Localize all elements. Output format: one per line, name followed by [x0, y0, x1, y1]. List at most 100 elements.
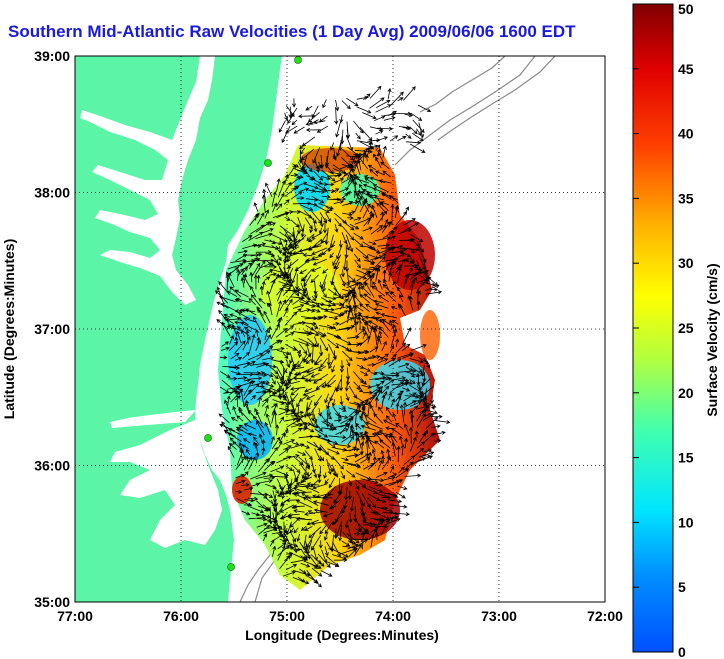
velocity-arrow [314, 435, 332, 443]
velocity-arrow [299, 568, 307, 574]
velocity-arrow [256, 479, 273, 484]
velocity-arrow [290, 388, 300, 396]
velocity-arrow [289, 386, 306, 391]
velocity-arrow [396, 249, 404, 254]
velocity-arrow [412, 265, 420, 270]
velocity-arrow [381, 455, 386, 464]
colorbar-tick-label: 50 [678, 1, 694, 17]
velocity-arrow [250, 395, 256, 401]
x-axis-label: Longitude (Degrees:Minutes) [245, 627, 439, 643]
velocity-arrow [340, 470, 346, 480]
velocity-arrow [367, 457, 381, 470]
velocity-arrow [292, 304, 305, 309]
velocity-arrow [276, 455, 292, 464]
velocity-arrow [276, 349, 291, 356]
velocity-arrow [322, 218, 327, 234]
velocity-arrow [235, 254, 248, 262]
velocity-arrow [237, 312, 251, 320]
velocity-arrow [433, 419, 451, 425]
velocity-arrow [334, 173, 342, 178]
velocity-arrow [367, 400, 372, 417]
y-tick-label: 36:00 [34, 458, 70, 474]
velocity-arrow [347, 304, 352, 319]
velocity-arrow [284, 332, 295, 337]
velocity-arrow [227, 432, 242, 442]
velocity-arrow [291, 98, 297, 108]
velocity-arrow [262, 269, 274, 277]
velocity-arrow [374, 440, 385, 449]
velocity-arrow [423, 448, 433, 453]
velocity-arrow [264, 209, 270, 219]
velocity-arrow [256, 306, 264, 317]
albemarle-sound [110, 410, 196, 428]
velocity-arrow [319, 217, 324, 228]
velocity-arrow [240, 276, 245, 288]
velocity-arrow [344, 245, 349, 259]
velocity-arrow [311, 576, 322, 588]
velocity-arrow [395, 468, 410, 479]
velocity-arrow [339, 303, 344, 310]
velocity-arrow [388, 479, 403, 487]
velocity-arrow [424, 284, 440, 292]
velocity-arrow [404, 371, 421, 378]
velocity-arrow [243, 378, 251, 383]
velocity-arrow [312, 483, 328, 490]
velocity-arrow [390, 203, 395, 221]
y-tick-label: 37:00 [34, 321, 70, 337]
velocity-arrow [255, 451, 260, 464]
velocity-arrow [290, 443, 305, 449]
velocity-arrow [395, 422, 404, 430]
velocity-arrow [277, 542, 287, 550]
velocity-arrow [375, 170, 385, 176]
velocity-arrow [425, 290, 443, 295]
velocity-arrow [304, 494, 320, 500]
velocity-arrow [367, 451, 372, 464]
velocity-arrow [297, 196, 305, 201]
velocity-arrow [267, 325, 272, 334]
velocity-arrow [307, 111, 320, 123]
velocity-arrow [317, 471, 322, 479]
velocity-arrow [285, 358, 291, 369]
velocity-arrow [347, 543, 359, 550]
velocity-arrow [421, 378, 426, 387]
velocity-arrow [221, 321, 231, 337]
velocity-arrow [234, 336, 239, 346]
velocity-arrow [240, 322, 256, 331]
velocity-arrow [353, 544, 362, 557]
velocity-arrow [382, 145, 387, 158]
velocity-arrow [341, 100, 351, 110]
velocity-arrow [293, 126, 305, 134]
velocity-arrow [311, 266, 321, 272]
velocity-arrow [308, 526, 322, 539]
velocity-arrow [309, 226, 314, 234]
velocity-arrow [381, 319, 392, 326]
velocity-arrow [228, 428, 244, 436]
map-frame [74, 55, 606, 603]
velocity-arrow [324, 521, 334, 535]
velocity-arrow [381, 353, 389, 360]
velocity-arrow [354, 149, 373, 154]
velocity-arrow [415, 289, 421, 304]
velocity-arrow [378, 179, 392, 184]
velocity-arrow [330, 276, 335, 286]
velocity-arrow [301, 472, 306, 480]
velocity-arrow [325, 206, 333, 212]
velocity-arrow [229, 437, 237, 445]
velocity-arrow [276, 192, 285, 207]
velocity-arrow [326, 182, 335, 187]
velocity-arrow [292, 539, 298, 554]
velocity-arrow [284, 181, 292, 193]
velocity-arrow [312, 258, 327, 266]
velocity-arrow [328, 462, 334, 473]
velocity-arrow [364, 281, 375, 298]
velocity-arrow [249, 376, 263, 381]
velocity-arrow [306, 366, 321, 374]
velocity-arrow [404, 423, 410, 437]
colorbar-ticks: 0 5 10 15 20 25 30 35 40 45 50 [633, 1, 694, 659]
velocity-arrow [279, 284, 293, 290]
velocity-arrow [325, 409, 330, 428]
velocity-arrow [372, 281, 378, 290]
velocity-arrow [381, 385, 390, 394]
velocity-arrow [409, 268, 423, 281]
